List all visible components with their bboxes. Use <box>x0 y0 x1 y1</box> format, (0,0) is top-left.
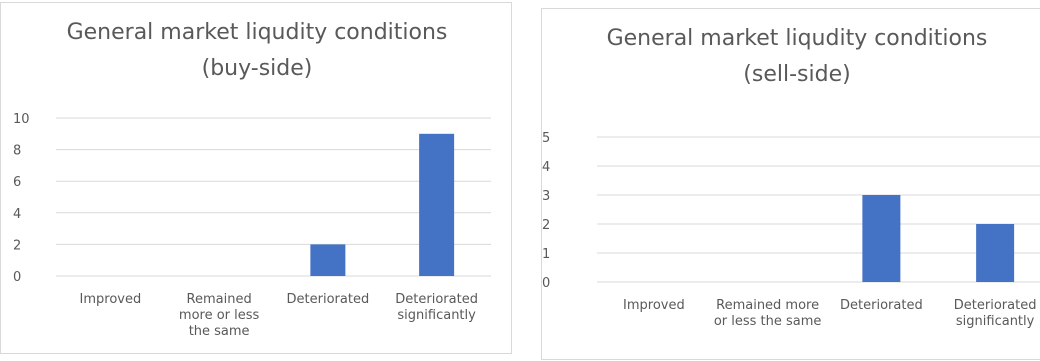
sell-side-y-tick-label-5: 5 <box>542 131 550 146</box>
sell-side-y-tick-label-4: 4 <box>542 160 550 175</box>
buy-side-category-label-3-line-1: Deteriorated <box>287 292 370 307</box>
buy-side-chart-svg: General market liqudity conditions (buy-s… <box>13 20 491 339</box>
sell-side-category-label-2-line-1: Remained more <box>716 298 819 313</box>
chart-panel-sell-side: General market liqudity conditions (sell-… <box>541 8 1040 360</box>
sell-side-y-tick-label-1: 1 <box>542 247 550 262</box>
sell-side-chart-title-line-2: (sell-side) <box>743 62 850 87</box>
sell-side-category-label-4-line-2: significantly <box>956 314 1035 329</box>
buy-side-bar-4 <box>419 133 455 276</box>
sell-side-category-label-3-line-1: Deteriorated <box>840 298 923 313</box>
buy-side-category-label-2-line-3: the same <box>189 324 250 339</box>
sell-side-chart-svg: General market liqudity conditions (sell-… <box>542 26 1040 329</box>
buy-side-y-tick-label-0: 0 <box>13 270 21 285</box>
buy-side-y-tick-label-8: 8 <box>13 144 21 159</box>
buy-side-y-tick-label-2: 2 <box>13 238 21 253</box>
sell-side-y-tick-label-2: 2 <box>542 218 550 233</box>
buy-side-category-label-2-line-2: more or less <box>179 308 260 323</box>
sell-side-category-label-4-line-1: Deteriorated <box>954 298 1037 313</box>
sell-side-category-label-1-line-1: Improved <box>623 298 685 313</box>
buy-side-bar-3 <box>310 244 346 276</box>
buy-side-chart-title-line-1: General market liqudity conditions <box>67 20 448 45</box>
sell-side-y-tick-label-3: 3 <box>542 189 550 204</box>
buy-side-category-label-4-line-2: significantly <box>397 308 476 323</box>
buy-side-category-label-1-line-1: Improved <box>80 292 142 307</box>
chart-panel-buy-side: General market liqudity conditions (buy-s… <box>0 2 512 354</box>
sell-side-y-tick-label-0: 0 <box>542 276 550 291</box>
buy-side-y-tick-label-4: 4 <box>13 207 21 222</box>
sell-side-bar-4 <box>976 224 1015 282</box>
sell-side-category-label-2-line-2: or less the same <box>714 314 822 329</box>
sell-side-chart-title-line-1: General market liqudity conditions <box>607 26 988 51</box>
buy-side-y-tick-label-10: 10 <box>13 112 30 127</box>
buy-side-category-label-4-line-1: Deteriorated <box>395 292 478 307</box>
buy-side-y-tick-label-6: 6 <box>13 175 21 190</box>
buy-side-chart-title-line-2: (buy-side) <box>202 56 313 81</box>
sell-side-bar-3 <box>862 195 901 282</box>
buy-side-category-label-2-line-1: Remained <box>187 292 252 307</box>
